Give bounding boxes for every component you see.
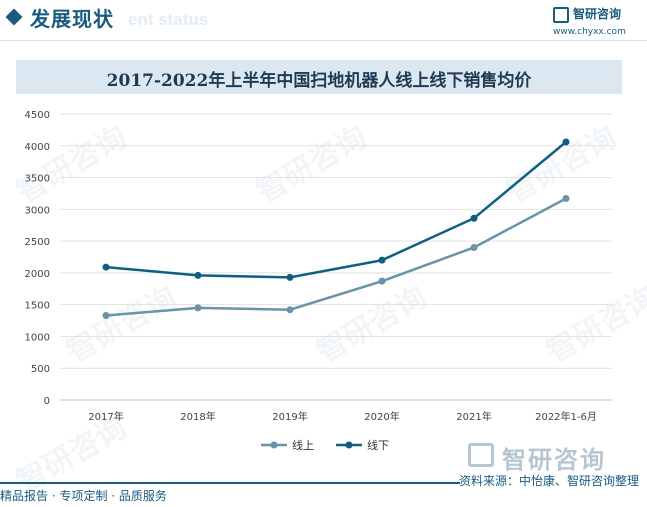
x-tick-label: 2018年 <box>180 410 215 423</box>
chart-title: 2017-2022年上半年中国扫地机器人线上线下销售均价 <box>106 71 532 91</box>
source-note: 资料来源：中怡康、智研咨询整理 <box>458 474 639 488</box>
series-line <box>105 141 567 279</box>
data-point <box>562 195 570 203</box>
header: 发展现状 ent status 智研咨询 www.chyxx.com <box>0 0 647 40</box>
y-tick-label: 1000 <box>25 332 50 343</box>
section-title: 发展现状 <box>30 7 114 31</box>
header-divider <box>0 40 647 41</box>
footer-tagline: 精品报告 · 专项定制 · 品质服务 <box>0 489 167 503</box>
y-tick-label: 4000 <box>25 142 50 153</box>
line-chart: 0 500 1000 1500 2000 2500 3000 3500 4000 4500 2017… <box>25 110 612 452</box>
x-tick-label: 2021年 <box>456 410 491 423</box>
data-point <box>194 304 202 312</box>
series-line <box>105 197 567 317</box>
y-tick-label: 500 <box>31 364 50 375</box>
logo-name: 智研咨询 <box>573 7 622 21</box>
x-tick-label: 2019年 <box>272 410 307 423</box>
data-point <box>194 271 202 279</box>
y-tick-label: 2000 <box>25 269 50 280</box>
x-tick-label: 2022年1-6月 <box>535 410 597 423</box>
y-tick-label: 2500 <box>25 237 50 248</box>
x-tick-label: 2020年 <box>364 410 399 423</box>
y-tick-label: 3000 <box>25 205 50 216</box>
data-point <box>378 256 386 264</box>
data-point <box>470 243 478 251</box>
data-point <box>286 306 294 314</box>
legend-marker <box>345 441 353 449</box>
data-point <box>286 273 294 281</box>
footer-logo-icon <box>468 443 494 467</box>
x-tick-label: 2017年 <box>88 410 123 423</box>
y-tick-label: 0 <box>44 396 50 407</box>
logo-url: www.chyxx.com <box>553 27 626 37</box>
data-point <box>378 277 386 285</box>
y-tick-label: 4500 <box>25 110 50 121</box>
ghost-subtitle: ent status <box>128 10 209 29</box>
footer-logo: 智研咨询 <box>468 440 638 474</box>
legend-label: 线下 <box>367 438 389 452</box>
y-tick-label: 3500 <box>25 174 50 185</box>
footer-divider <box>0 482 460 484</box>
diamond-icon <box>5 8 23 26</box>
data-point <box>102 263 110 271</box>
logo-icon <box>553 7 569 23</box>
footer-logo-name: 智研咨询 <box>502 446 606 474</box>
legend-label: 线上 <box>292 438 314 452</box>
data-point <box>470 214 478 222</box>
brand-logo: 智研咨询 www.chyxx.com <box>553 5 643 41</box>
legend-marker <box>270 441 278 449</box>
chart-title-band: 2017-2022年上半年中国扫地机器人线上线下销售均价 <box>16 60 622 94</box>
y-tick-label: 1500 <box>25 301 50 312</box>
data-point <box>102 311 110 319</box>
data-point <box>562 138 570 146</box>
